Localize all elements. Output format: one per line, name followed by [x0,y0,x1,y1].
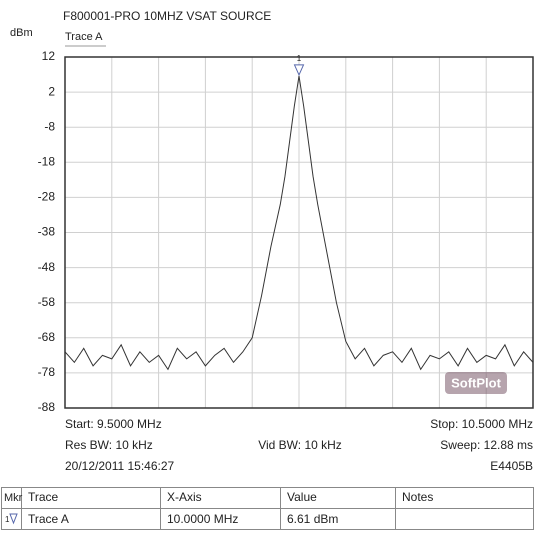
marker-label: 1 [297,54,302,63]
y-tick-label: -58 [38,295,56,309]
y-axis-label: dBm [10,27,33,39]
footer-res-bw: Res BW: 10 kHz [65,438,153,452]
footer-datetime: 20/12/2011 15:46:27 [65,459,175,473]
table-header: Notes [402,490,433,504]
y-tick-label: 2 [48,84,55,98]
table-cell-text: 10.0000 MHz [167,512,238,526]
table-header: X-Axis [167,490,202,504]
y-tick-label: -18 [38,154,56,168]
table-cell-text: 6.61 dBm [287,512,338,526]
peak-marker [293,64,305,77]
y-tick-label: -8 [44,119,55,133]
footer-vid-bw: Vid BW: 10 kHz [258,438,342,452]
y-tick-label: -88 [38,400,56,414]
y-tick-label: -48 [38,260,56,274]
table-cell [395,508,534,530]
y-tick-label: -68 [38,330,56,344]
marker-icon [9,513,18,525]
table-cell-text: 1 [5,515,10,524]
table-header: Trace [28,490,59,504]
table-cell-text: Trace A [28,512,69,526]
legend-entry: Trace A [65,31,103,43]
chart-title: F800001-PRO 10MHZ VSAT SOURCE [63,9,271,23]
watermark-bg [445,372,507,394]
marker-table: Mkr Trace X-Axis Value Notes 1 Trace A 1… [1,487,534,530]
plot-frame [64,56,534,409]
y-tick-label: -78 [38,365,56,379]
y-tick-label: 12 [42,49,56,63]
footer-instrument: E4405B [490,459,533,473]
footer-sweep: Sweep: 12.88 ms [440,438,533,452]
table-header: Value [287,490,317,504]
footer-stop: Stop: 10.5000 MHz [430,417,533,431]
footer-start: Start: 9.5000 MHz [65,417,162,431]
y-tick-label: -28 [38,190,56,204]
y-tick-label: -38 [38,225,56,239]
table-header: Mkr [4,492,23,504]
watermark: SoftPlot [451,375,501,390]
